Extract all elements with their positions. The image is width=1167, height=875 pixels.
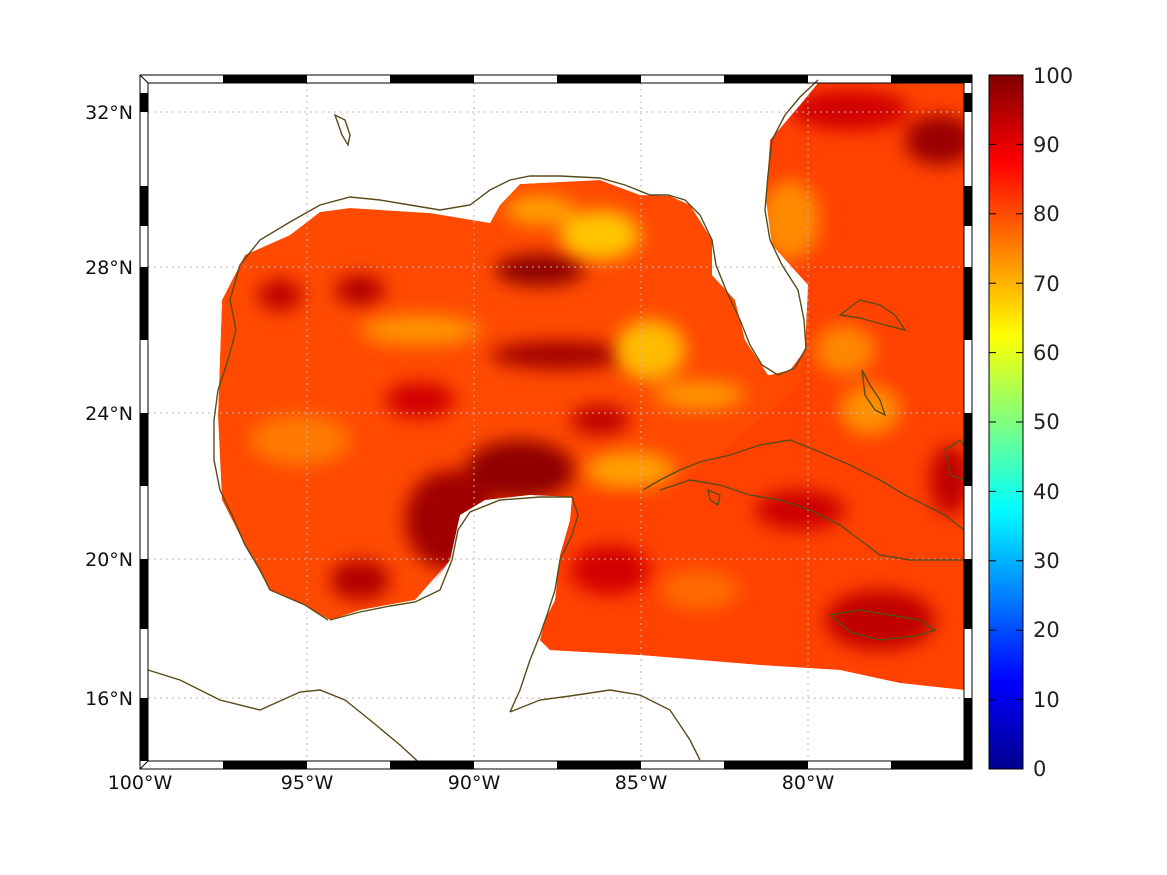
x-tick-label: 95°W [281,772,334,794]
y-axis-labels: 32°N 28°N 24°N 20°N 16°N [85,102,133,710]
x-tick-label: 85°W [615,772,668,794]
colorbar-tick-label: 0 [1033,757,1046,781]
x-tick-label: 100°W [108,772,173,794]
map-frame [139,74,973,770]
colorbar-tick-label: 50 [1033,410,1060,434]
colorbar-tick-label: 10 [1033,688,1060,712]
y-tick-label: 24°N [85,403,133,425]
florida-land [670,83,818,375]
central-america-land [148,600,964,761]
colorbar-tick-label: 80 [1033,202,1060,226]
x-tick-label: 80°W [782,772,835,794]
colorbar-tick-label: 30 [1033,549,1060,573]
colorbar-tick-label: 90 [1033,133,1060,157]
y-tick-label: 32°N [85,102,133,124]
colorbar-tick-label: 100 [1033,64,1073,88]
colorbar-tick-label: 40 [1033,480,1060,504]
north-coast-land [148,83,700,620]
yucatan-land [420,495,572,665]
y-tick-label: 16°N [85,688,133,710]
data-field [148,83,964,761]
y-tick-label: 28°N [85,257,133,279]
colorbar-tick-label: 70 [1033,272,1060,296]
x-tick-label: 90°W [448,772,501,794]
y-tick-label: 20°N [85,549,133,571]
x-axis-labels: 100°W 95°W 90°W 85°W 80°W [108,772,835,794]
colorbar-ticks [989,74,1023,770]
colorbar-tick-label: 60 [1033,341,1060,365]
coastlines [147,79,971,769]
colorbar-tick-label: 20 [1033,618,1060,642]
colorbar: 100 90 80 70 60 50 40 30 20 10 0 [988,64,1073,781]
